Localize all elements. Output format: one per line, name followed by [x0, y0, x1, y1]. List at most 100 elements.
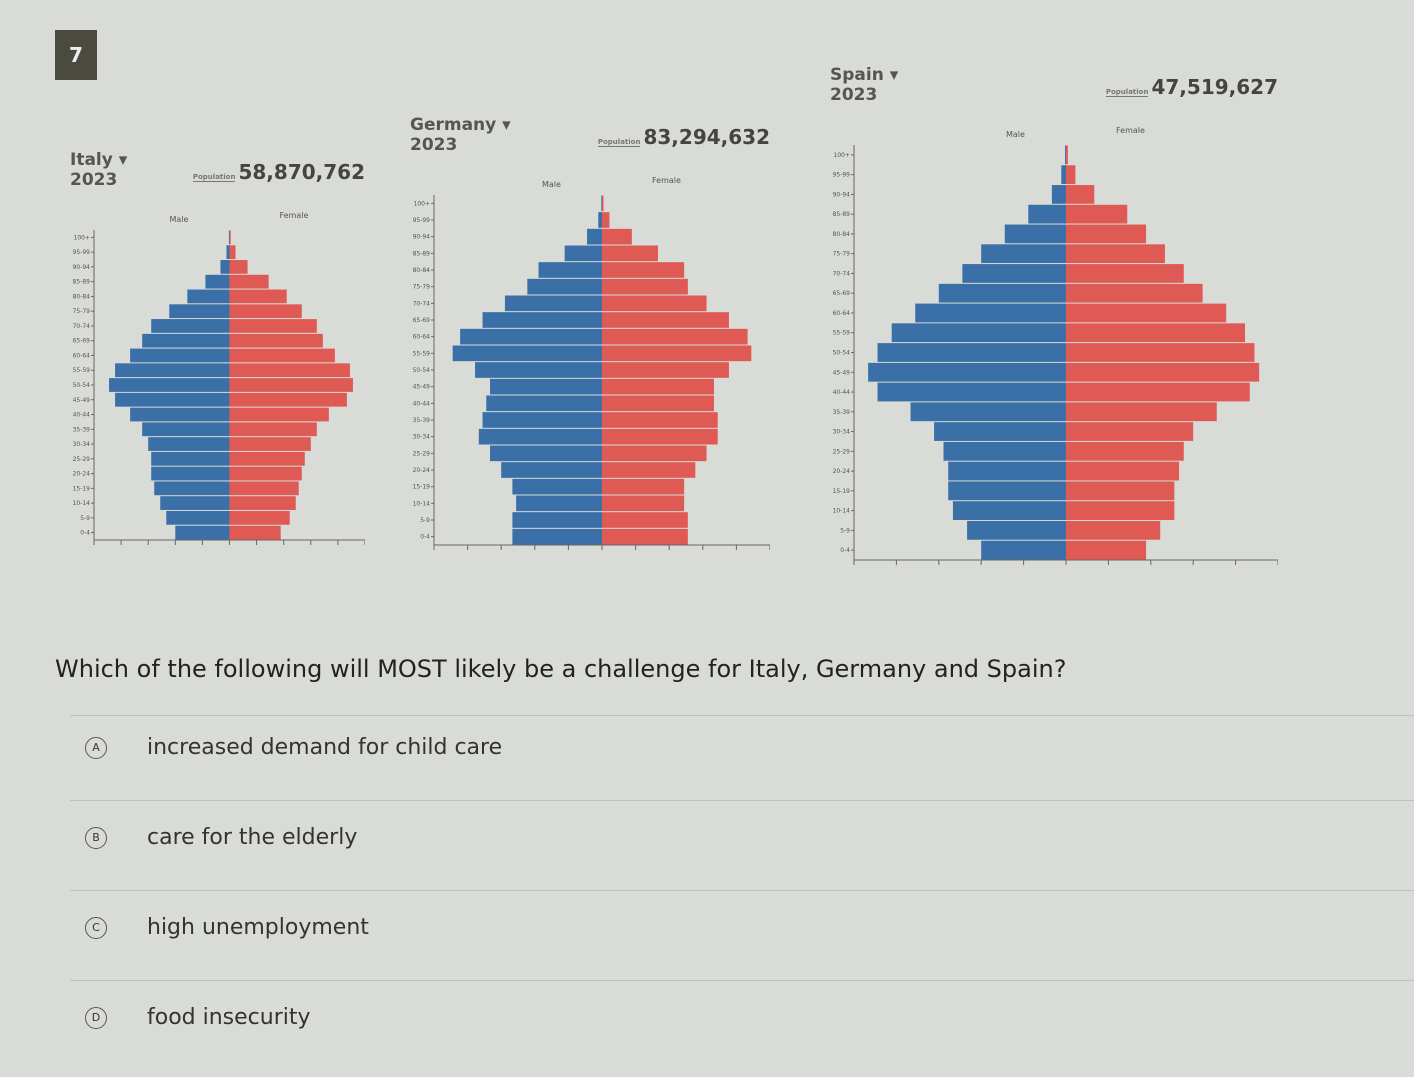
- female-bar: [229, 333, 323, 348]
- age-group-label: 15-19: [833, 488, 851, 495]
- age-group-label: 75-79: [833, 251, 851, 258]
- population-total: Population 83,294,632: [597, 125, 770, 149]
- male-bar: [868, 362, 1066, 382]
- age-group-label: 55-59: [73, 367, 91, 374]
- female-bar: [229, 525, 281, 540]
- question-text: Which of the following will MOST likely …: [55, 655, 1067, 683]
- year-label: 2023: [70, 170, 118, 190]
- country-selector[interactable]: Germany ▾: [410, 115, 511, 135]
- population-value: 58,870,762: [238, 160, 365, 184]
- age-group-label: 40-44: [833, 389, 851, 396]
- female-bar: [602, 395, 714, 412]
- female-bar: [602, 295, 707, 312]
- female-bar: [1066, 303, 1227, 323]
- male-bar: [938, 283, 1066, 303]
- female-bar: [229, 260, 248, 274]
- female-bar: [1066, 481, 1175, 501]
- female-bar: [229, 348, 335, 363]
- female-bar: [229, 451, 305, 466]
- age-group-label: 55-59: [413, 350, 431, 357]
- female-bar: [1066, 441, 1184, 461]
- age-group-label: 10-14: [73, 500, 91, 507]
- male-bar: [943, 441, 1066, 461]
- male-bar: [915, 303, 1066, 323]
- female-bar: [1066, 422, 1194, 441]
- population-value: 83,294,632: [643, 125, 770, 149]
- age-group-label: 65-69: [413, 317, 431, 324]
- question-number: 7: [55, 30, 97, 80]
- age-group-label: 60-64: [833, 310, 851, 317]
- female-bar: [229, 289, 287, 304]
- male-bar: [148, 437, 230, 451]
- male-bar: [160, 496, 230, 510]
- age-group-label: 45-49: [833, 369, 851, 376]
- age-group-label: 15-19: [73, 485, 91, 492]
- male-bar: [205, 274, 230, 289]
- female-bar: [1066, 283, 1203, 303]
- option-letter: B: [85, 826, 107, 849]
- age-group-label: 15-19: [413, 484, 431, 491]
- female-bar: [229, 319, 317, 333]
- male-bar: [962, 264, 1066, 283]
- female-bar: [602, 212, 610, 228]
- male-bar: [952, 501, 1066, 520]
- population-label: Population: [597, 138, 641, 147]
- female-bar: [229, 392, 347, 407]
- age-group-label: 95-99: [73, 249, 91, 256]
- age-group-label: 95-99: [833, 172, 851, 179]
- male-bar: [115, 363, 230, 378]
- age-group-label: 5-9: [420, 517, 430, 524]
- female-bar: [229, 407, 329, 422]
- age-group-label: 25-29: [413, 450, 431, 457]
- male-bar: [512, 478, 602, 495]
- female-bar: [602, 445, 707, 462]
- male-bar: [601, 195, 602, 212]
- female-bar: [1066, 185, 1095, 204]
- female-bar: [602, 228, 632, 245]
- population-value: 47,519,627: [1151, 75, 1278, 99]
- male-bar: [1061, 165, 1066, 185]
- country-selector[interactable]: Italy ▾: [70, 150, 128, 170]
- female-bar: [1066, 204, 1128, 224]
- male-bar: [1004, 224, 1066, 244]
- female-bar: [602, 462, 696, 478]
- age-group-label: 35-39: [73, 426, 91, 433]
- male-bar: [490, 378, 602, 395]
- male-bar: [130, 407, 230, 422]
- population-total: Population 58,870,762: [192, 160, 365, 184]
- female-bar: [1066, 224, 1147, 244]
- age-group-label: 20-24: [413, 467, 431, 474]
- country-selector[interactable]: Spain ▾: [830, 65, 899, 85]
- age-group-label: 35-39: [413, 417, 431, 424]
- male-bar: [538, 262, 602, 278]
- age-group-label: 50-54: [413, 367, 431, 374]
- option-text: increased demand for child care: [147, 735, 503, 760]
- male-bar: [142, 333, 230, 348]
- female-bar: [229, 245, 236, 260]
- age-group-label: 90-94: [73, 264, 91, 271]
- year-label: 2023: [830, 85, 878, 105]
- age-group-label: 0-4: [80, 530, 90, 537]
- female-bar: [1066, 382, 1250, 402]
- male-legend: Male: [170, 215, 189, 224]
- male-bar: [220, 260, 230, 274]
- divider: [70, 715, 1414, 716]
- pyramid-plot: 0-4 5-9 10-14 15-19 20-24 25-29 30-34 35-39 40-4…: [413, 176, 770, 550]
- female-bar: [602, 428, 718, 445]
- age-group-label: 85-89: [413, 250, 431, 257]
- female-legend: Female: [1116, 126, 1145, 135]
- age-group-label: 75-79: [73, 308, 91, 315]
- age-group-label: 60-64: [413, 334, 431, 341]
- age-group-label: 90-94: [413, 234, 431, 241]
- female-bar: [229, 363, 350, 378]
- age-group-label: 35-39: [833, 409, 851, 416]
- age-group-label: 60-64: [73, 352, 91, 359]
- male-bar: [1051, 185, 1066, 204]
- age-group-label: 10-14: [833, 508, 851, 515]
- spain-pyramid: Spain ▾ 2023 Population 47,519,627 0-4 5-9 1…: [830, 65, 1278, 580]
- female-bar: [602, 312, 729, 328]
